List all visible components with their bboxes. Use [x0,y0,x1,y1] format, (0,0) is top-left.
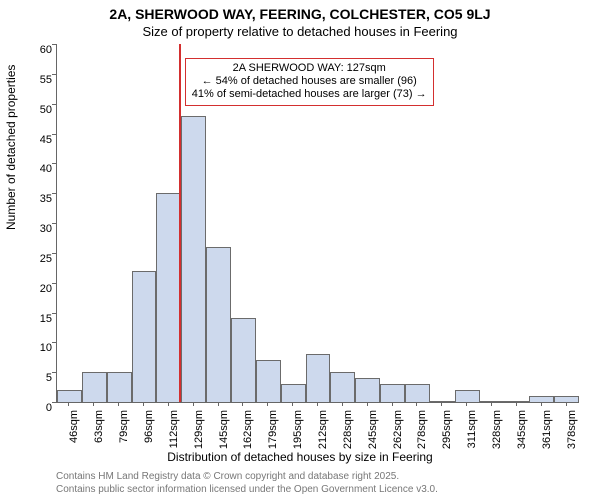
y-tick-label: 20 [30,283,52,295]
histogram-bar [405,384,430,402]
y-tick-label: 55 [30,74,52,86]
x-tick-mark [541,402,542,406]
histogram-bar [156,193,181,402]
histogram-bar [306,354,331,402]
histogram-bar [455,390,480,402]
chart-subtitle: Size of property relative to detached ho… [0,24,600,39]
footer-line1: Contains HM Land Registry data © Crown c… [56,471,438,484]
x-tick-mark [242,402,243,406]
x-tick-mark [193,402,194,406]
x-tick-mark [516,402,517,406]
x-tick-mark [342,402,343,406]
histogram-bar [132,271,157,402]
histogram-bar [355,378,380,402]
histogram-bar [231,318,256,402]
y-axis-label: Number of detached properties [4,65,18,230]
annotation-line3: 41% of semi-detached houses are larger (… [192,88,427,101]
x-axis-label: Distribution of detached houses by size … [0,450,600,464]
attribution-footer: Contains HM Land Registry data © Crown c… [56,471,438,496]
reference-line [179,44,181,402]
histogram-bar [380,384,405,402]
annotation-line2: ← 54% of detached houses are smaller (96… [192,75,427,88]
chart-title: 2A, SHERWOOD WAY, FEERING, COLCHESTER, C… [0,6,600,22]
histogram-bar [181,116,206,402]
x-tick-mark [367,402,368,406]
y-tick-label: 25 [30,253,52,265]
x-tick-mark [317,402,318,406]
y-tick-label: 50 [30,104,52,116]
x-tick-mark [143,402,144,406]
histogram-bar [82,372,107,402]
y-tick-label: 60 [30,44,52,56]
x-tick-mark [491,402,492,406]
annotation-box: 2A SHERWOOD WAY: 127sqm ← 54% of detache… [185,58,434,106]
histogram-bar [529,396,554,402]
x-tick-mark [392,402,393,406]
y-tick-label: 10 [30,342,52,354]
plot-area: 2A SHERWOOD WAY: 127sqm ← 54% of detache… [56,44,579,403]
x-tick-mark [292,402,293,406]
histogram-chart: 2A, SHERWOOD WAY, FEERING, COLCHESTER, C… [0,0,600,500]
histogram-bar [554,396,579,402]
x-tick-mark [168,402,169,406]
y-tick-label: 15 [30,313,52,325]
y-tick-label: 40 [30,163,52,175]
x-tick-mark [441,402,442,406]
histogram-bar [256,360,281,402]
histogram-bar [330,372,355,402]
histogram-bar [107,372,132,402]
y-tick-label: 35 [30,193,52,205]
x-tick-mark [267,402,268,406]
y-tick-label: 45 [30,134,52,146]
histogram-bar [206,247,231,402]
histogram-bar [281,384,306,402]
histogram-bar [57,390,82,402]
y-tick-label: 30 [30,223,52,235]
footer-line2: Contains public sector information licen… [56,484,438,497]
histogram-bar [504,401,529,402]
x-tick-mark [416,402,417,406]
y-tick-label: 0 [30,402,52,414]
x-tick-mark [566,402,567,406]
annotation-line1: 2A SHERWOOD WAY: 127sqm [192,62,427,75]
y-tick-label: 5 [30,372,52,384]
x-tick-mark [218,402,219,406]
x-tick-mark [68,402,69,406]
x-tick-mark [93,402,94,406]
x-tick-mark [118,402,119,406]
x-tick-mark [466,402,467,406]
